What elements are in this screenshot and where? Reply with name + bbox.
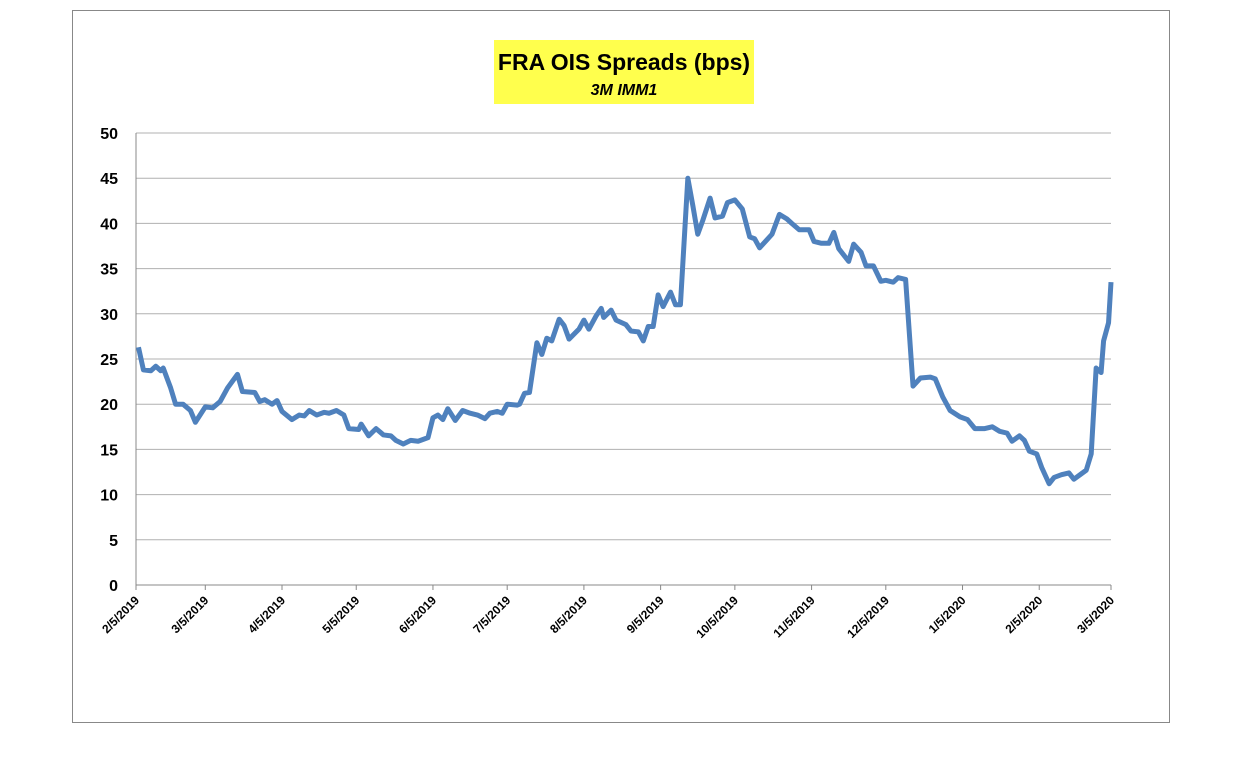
y-tick-label: 50: [100, 126, 118, 143]
chart-subtitle: 3M IMM1: [591, 82, 658, 99]
y-tick-label: 40: [100, 216, 118, 233]
y-tick-label: 20: [100, 397, 118, 414]
y-tick-label: 5: [109, 533, 118, 550]
title-box: [494, 40, 754, 104]
y-tick-label: 25: [100, 352, 118, 369]
y-tick-label: 45: [100, 171, 118, 188]
y-tick-label: 15: [100, 442, 118, 459]
chart-title: FRA OIS Spreads (bps): [498, 49, 750, 75]
y-tick-label: 0: [109, 578, 118, 595]
chart-frame: [72, 10, 1170, 723]
y-tick-label: 10: [100, 488, 118, 505]
data-line: [136, 175, 1114, 487]
y-tick-label: 30: [100, 307, 118, 324]
y-tick-label: 35: [100, 262, 118, 279]
